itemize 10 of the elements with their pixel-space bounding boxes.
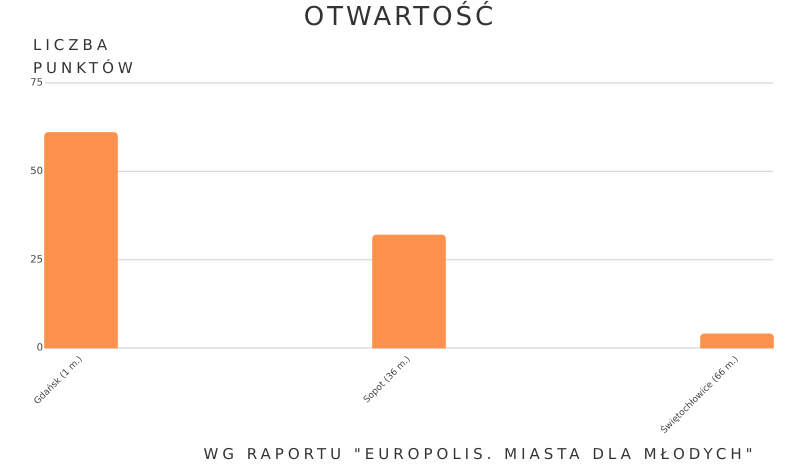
- y-tick-label: 25: [30, 254, 43, 266]
- y-tick-label: 75: [30, 78, 43, 89]
- bar: [44, 132, 118, 348]
- text: WG RAPORTU "EUROPOLIS. MIASTA DLA MŁODYCH": [202, 445, 758, 463]
- y-tick-label: 50: [30, 166, 43, 177]
- chart-title: OTWARTOŚĆ: [302, 2, 498, 32]
- y-tick-label: 0: [36, 342, 43, 354]
- bar: [700, 334, 774, 348]
- bar: [372, 234, 446, 348]
- y-axis-title: LICZBA PUNKTÓW: [33, 36, 137, 77]
